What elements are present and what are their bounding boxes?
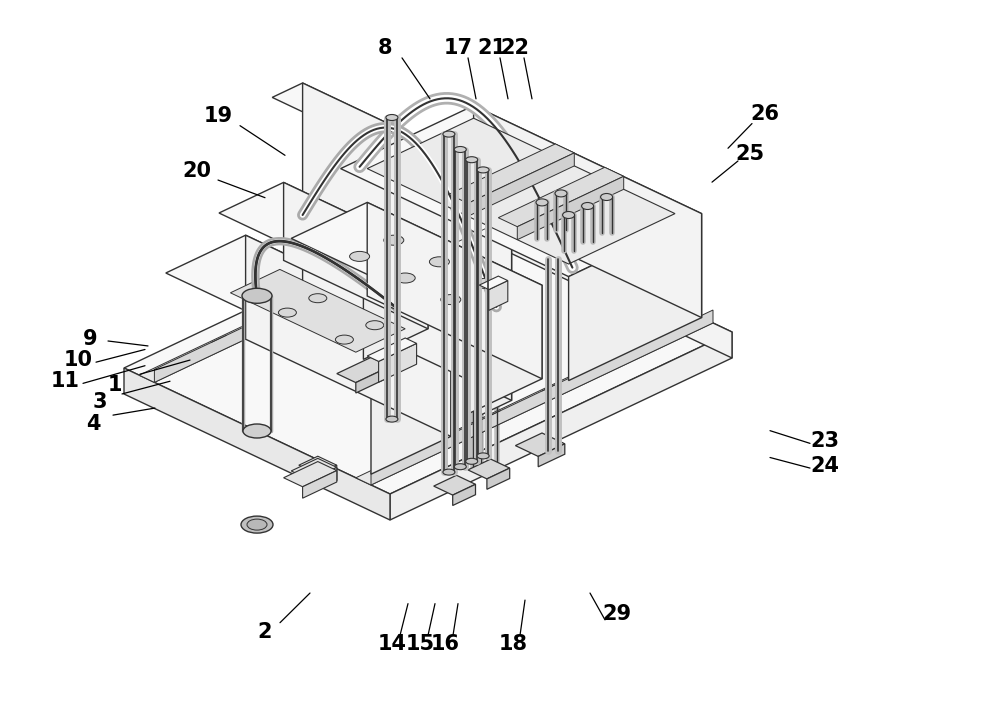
Ellipse shape bbox=[278, 308, 296, 317]
Ellipse shape bbox=[466, 157, 478, 162]
Polygon shape bbox=[124, 206, 732, 494]
Ellipse shape bbox=[441, 294, 461, 304]
Ellipse shape bbox=[555, 190, 567, 197]
Polygon shape bbox=[291, 203, 542, 321]
Polygon shape bbox=[154, 208, 496, 383]
Polygon shape bbox=[481, 182, 512, 415]
Text: 18: 18 bbox=[498, 634, 528, 654]
Text: 14: 14 bbox=[378, 634, 406, 654]
Text: 9: 9 bbox=[83, 329, 97, 349]
Polygon shape bbox=[230, 270, 405, 352]
Polygon shape bbox=[303, 471, 337, 498]
Ellipse shape bbox=[366, 321, 384, 330]
Polygon shape bbox=[291, 458, 337, 480]
Text: 19: 19 bbox=[203, 107, 233, 126]
Text: 2: 2 bbox=[258, 622, 272, 642]
Ellipse shape bbox=[335, 335, 353, 344]
Polygon shape bbox=[498, 167, 624, 227]
Polygon shape bbox=[569, 214, 702, 381]
Ellipse shape bbox=[601, 193, 613, 201]
Ellipse shape bbox=[477, 453, 489, 459]
Text: 16: 16 bbox=[430, 634, 460, 654]
Polygon shape bbox=[139, 213, 496, 383]
Ellipse shape bbox=[454, 147, 466, 152]
Polygon shape bbox=[219, 182, 428, 282]
Ellipse shape bbox=[536, 199, 548, 206]
Text: 26: 26 bbox=[750, 104, 780, 124]
Ellipse shape bbox=[443, 131, 455, 137]
Polygon shape bbox=[284, 462, 337, 486]
Text: 15: 15 bbox=[405, 634, 435, 654]
Polygon shape bbox=[284, 182, 428, 329]
Ellipse shape bbox=[386, 416, 398, 422]
Polygon shape bbox=[489, 280, 508, 311]
Polygon shape bbox=[367, 203, 542, 379]
Ellipse shape bbox=[454, 464, 466, 469]
Polygon shape bbox=[371, 333, 451, 474]
Polygon shape bbox=[318, 465, 337, 490]
Ellipse shape bbox=[477, 167, 489, 173]
Text: 20: 20 bbox=[182, 161, 212, 181]
Text: 10: 10 bbox=[64, 350, 92, 370]
Polygon shape bbox=[479, 276, 508, 289]
Polygon shape bbox=[466, 285, 542, 415]
Polygon shape bbox=[337, 357, 390, 383]
Polygon shape bbox=[341, 106, 702, 277]
Polygon shape bbox=[515, 433, 565, 456]
Polygon shape bbox=[356, 316, 713, 485]
Polygon shape bbox=[487, 468, 510, 489]
Polygon shape bbox=[124, 368, 390, 520]
Ellipse shape bbox=[241, 516, 273, 533]
Text: 17: 17 bbox=[444, 38, 473, 58]
Text: 8: 8 bbox=[378, 38, 392, 58]
Ellipse shape bbox=[309, 294, 327, 303]
Polygon shape bbox=[360, 198, 542, 285]
Polygon shape bbox=[517, 176, 624, 240]
Polygon shape bbox=[390, 332, 732, 520]
Text: 23: 23 bbox=[810, 431, 840, 451]
Text: 3: 3 bbox=[93, 393, 107, 412]
Text: 24: 24 bbox=[810, 456, 840, 476]
Text: 4: 4 bbox=[86, 414, 100, 433]
Text: 21: 21 bbox=[478, 38, 507, 58]
Polygon shape bbox=[468, 459, 510, 479]
Polygon shape bbox=[356, 366, 390, 393]
Polygon shape bbox=[538, 444, 565, 467]
Text: 1: 1 bbox=[108, 375, 122, 395]
Ellipse shape bbox=[242, 288, 272, 304]
Polygon shape bbox=[474, 106, 702, 318]
Polygon shape bbox=[453, 484, 476, 505]
Ellipse shape bbox=[350, 251, 370, 261]
Polygon shape bbox=[310, 467, 337, 493]
Text: 29: 29 bbox=[602, 604, 632, 624]
Ellipse shape bbox=[582, 203, 594, 210]
Polygon shape bbox=[363, 251, 428, 359]
Ellipse shape bbox=[475, 278, 495, 288]
Ellipse shape bbox=[395, 273, 415, 283]
Polygon shape bbox=[367, 338, 417, 361]
Polygon shape bbox=[299, 456, 337, 474]
Polygon shape bbox=[379, 343, 417, 382]
Text: 25: 25 bbox=[735, 144, 765, 164]
Ellipse shape bbox=[443, 469, 455, 475]
Text: 11: 11 bbox=[50, 371, 80, 391]
Ellipse shape bbox=[247, 519, 267, 530]
Ellipse shape bbox=[386, 114, 398, 121]
Ellipse shape bbox=[429, 257, 449, 267]
Polygon shape bbox=[166, 235, 451, 370]
Ellipse shape bbox=[384, 235, 404, 245]
Polygon shape bbox=[466, 206, 732, 358]
Polygon shape bbox=[434, 475, 476, 495]
Polygon shape bbox=[303, 83, 512, 400]
Polygon shape bbox=[449, 144, 574, 203]
Ellipse shape bbox=[243, 424, 271, 438]
Ellipse shape bbox=[563, 212, 575, 218]
Polygon shape bbox=[272, 83, 512, 196]
Polygon shape bbox=[468, 153, 574, 216]
Polygon shape bbox=[367, 118, 675, 264]
Ellipse shape bbox=[466, 458, 478, 465]
Text: 22: 22 bbox=[501, 38, 530, 58]
Polygon shape bbox=[371, 310, 713, 485]
Polygon shape bbox=[246, 235, 451, 436]
